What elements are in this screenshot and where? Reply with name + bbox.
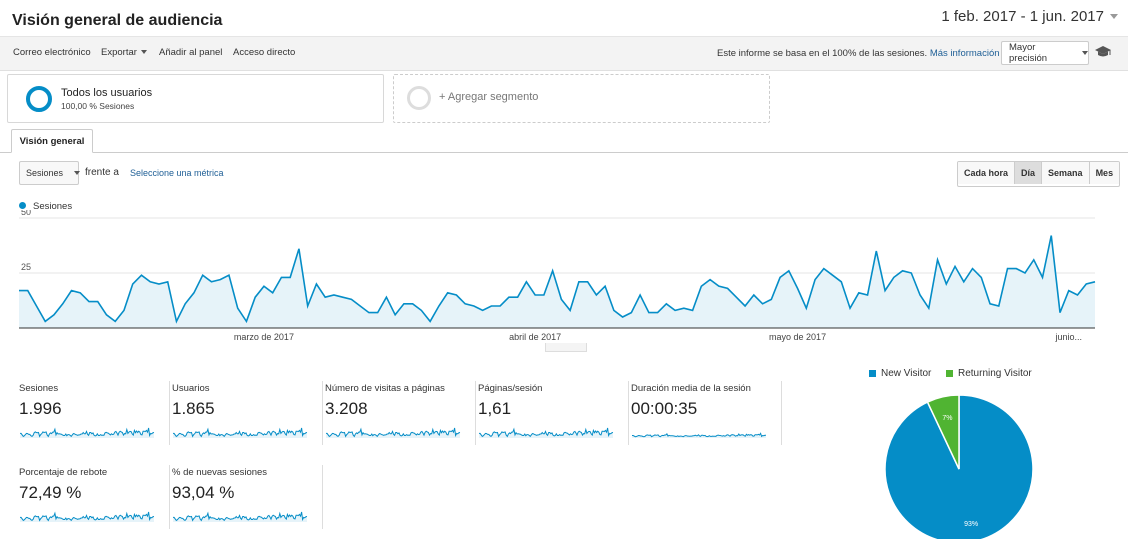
more-info-link[interactable]: Más información (929, 48, 1000, 59)
metric-card[interactable]: Número de visitas a páginas 3.208 (323, 381, 476, 445)
chevron-down-icon (1110, 14, 1118, 19)
sparkline-line (632, 432, 767, 438)
sparkline (632, 432, 767, 438)
caret-down-icon (140, 50, 147, 55)
pie-legend-item[interactable]: New Visitor (869, 368, 931, 379)
metric-value: 1,61 (478, 399, 512, 418)
sparkline-line (20, 427, 155, 438)
metric-card[interactable]: Usuarios 1.865 (170, 381, 323, 445)
legend-dot (19, 202, 26, 209)
series-line (19, 235, 1096, 324)
email-button[interactable]: Correo electrónico (13, 47, 91, 58)
granularity-toggle: Cada hora Día Semana Mes (957, 161, 1121, 187)
export-menu[interactable]: Exportar (101, 47, 147, 58)
metric-label: Número de visitas a páginas (325, 383, 445, 394)
granularity-hourly[interactable]: Cada hora (958, 162, 1015, 184)
sparkline (173, 511, 308, 522)
metric-label: % de nuevas sesiones (172, 467, 268, 478)
pie-legend-label: Returning Visitor (958, 368, 1032, 379)
sparkline-line (173, 511, 308, 522)
select-metric-link[interactable]: Seleccione una métrica (130, 168, 224, 178)
metric-value: 3.208 (325, 399, 368, 418)
metric-label: Páginas/sesión (478, 383, 543, 394)
metric-card[interactable]: Páginas/sesión 1,61 (476, 381, 629, 445)
metric-card[interactable]: Porcentaje de rebote 72,49 % (17, 465, 170, 529)
x-tick-label: abril de 2017 (509, 332, 561, 342)
versus-label: frente a (85, 167, 119, 178)
sessions-line-chart[interactable]: 25 50 marzo de 2017 abril de 2017 mayo de 20… (0, 210, 1128, 345)
visitor-type-pie-chart[interactable]: 93% 7% (870, 385, 1050, 539)
pie-legend-label: New Visitor (881, 368, 932, 379)
metric-label: Porcentaje de rebote (19, 467, 108, 478)
y-tick-label: 25 (21, 262, 31, 272)
metric-label: Duración media de la sesión (631, 383, 751, 394)
x-tick-label: junio... (1054, 332, 1082, 342)
top-bar (0, 0, 1128, 37)
precision-dropdown[interactable]: Mayor precisión (1001, 41, 1089, 65)
shortcut-button[interactable]: Acceso directo (233, 47, 296, 58)
sparkline (20, 427, 155, 438)
caret-down-icon (1082, 51, 1088, 55)
granularity-week[interactable]: Semana (1041, 162, 1089, 184)
metric-card[interactable]: % de nuevas sesiones 93,04 % (170, 465, 323, 529)
metric-label: Sesiones (19, 383, 59, 394)
pie-slice (884, 394, 1034, 539)
sparkline (326, 427, 461, 438)
export-label: Exportar (101, 47, 137, 58)
graduation-cap-icon[interactable] (1095, 46, 1111, 58)
metric-label: Usuarios (172, 383, 210, 394)
sparkline (479, 427, 614, 438)
sparkline-line (20, 511, 155, 522)
granularity-day[interactable]: Día (1014, 162, 1042, 184)
date-range-label: 1 feb. 2017 - 1 jun. 2017 (941, 8, 1104, 25)
tab-overview[interactable]: Visión general (11, 129, 93, 153)
y-tick-label: 50 (21, 210, 31, 217)
metric-value: 93,04 % (172, 483, 235, 502)
segment-detail: 100,00 % Sesiones (61, 101, 135, 111)
sparkline (173, 427, 308, 438)
segment-name: Todos los usuarios (61, 87, 153, 99)
tab-divider (0, 152, 1128, 153)
area-fill (19, 235, 1095, 328)
sparkline (20, 511, 155, 522)
legend-swatch (869, 370, 876, 377)
legend-swatch (946, 370, 953, 377)
add-segment-label: + Agregar segmento (439, 91, 539, 103)
date-range-picker[interactable]: 1 feb. 2017 - 1 jun. 2017 (941, 8, 1118, 25)
precision-label: Mayor precisión (1009, 42, 1048, 64)
pie-data-label: 7% (942, 415, 952, 422)
report-toolbar (0, 37, 1128, 71)
segment-all-users[interactable] (7, 74, 384, 123)
empty-ring-icon (407, 86, 431, 110)
pie-legend-item[interactable]: Returning Visitor (946, 368, 1032, 379)
metric-label: Sesiones (26, 168, 64, 178)
sampling-info: Este informe se basa en el 100% de las s… (717, 48, 1000, 59)
x-tick-label: marzo de 2017 (234, 332, 294, 342)
pie-slice (926, 394, 960, 470)
sampling-info-text: Este informe se basa en el 100% de las s… (717, 48, 928, 59)
metric-value: 1.865 (172, 399, 215, 418)
metric-value: 72,49 % (19, 483, 82, 502)
granularity-month[interactable]: Mes (1088, 162, 1120, 184)
metric-dropdown[interactable]: Sesiones (19, 161, 81, 185)
metric-card[interactable]: Duración media de la sesión 00:00:35 (629, 381, 782, 445)
chart-resize-handle[interactable] (545, 343, 587, 352)
metric-card[interactable]: Sesiones 1.996 (17, 381, 170, 445)
caret-down-icon (74, 171, 81, 175)
metric-value: 00:00:35 (631, 399, 698, 418)
add-segment-button[interactable] (393, 74, 770, 123)
page-title: Visión general de audiencia (12, 12, 223, 29)
legend-label: Sesiones (33, 201, 73, 212)
metric-value: 1.996 (19, 399, 62, 418)
sparkline-line (479, 427, 614, 438)
x-tick-label: mayo de 2017 (769, 332, 826, 342)
sparkline-line (326, 427, 461, 438)
pie-data-label: 93% (964, 521, 978, 528)
segment-ring-icon (26, 86, 52, 112)
add-to-panel-button[interactable]: Añadir al panel (159, 47, 223, 58)
sparkline-line (173, 427, 308, 438)
